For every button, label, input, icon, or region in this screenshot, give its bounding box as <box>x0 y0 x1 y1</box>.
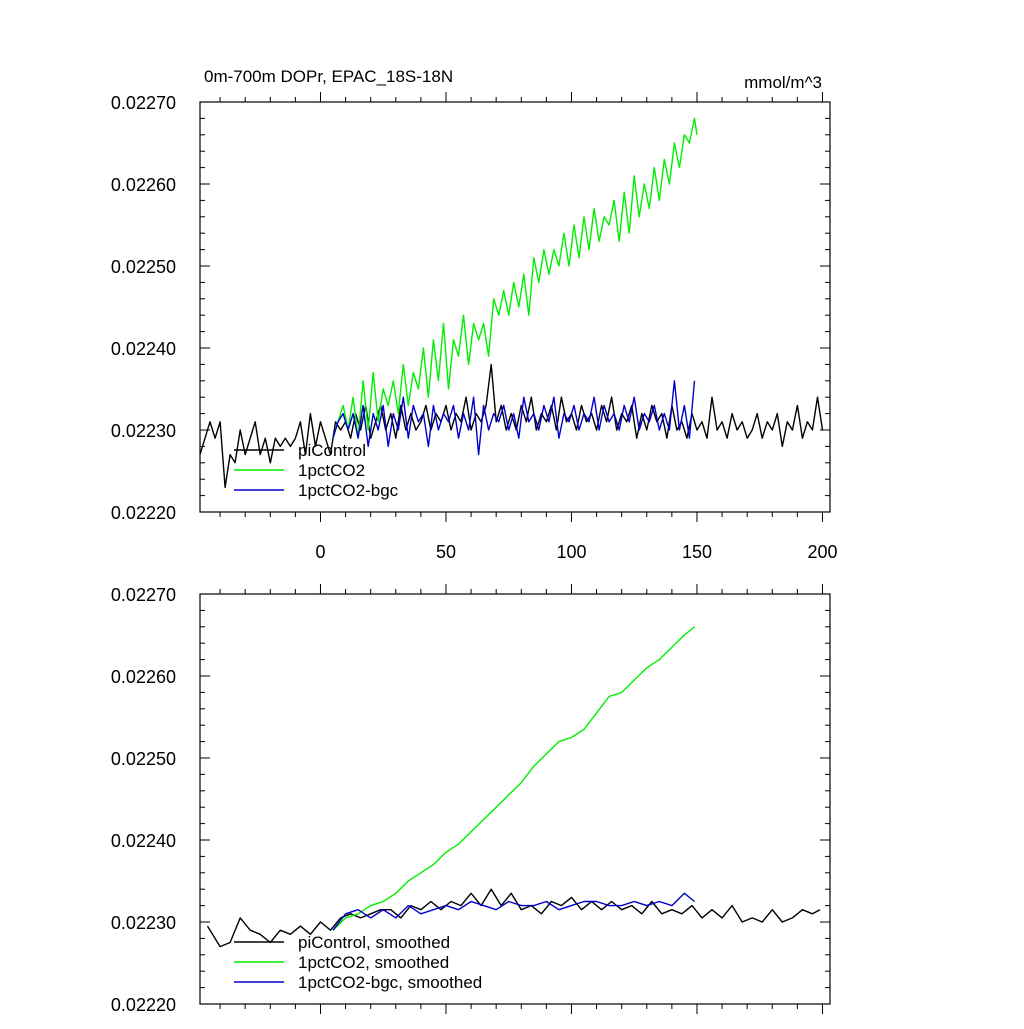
plot-frame <box>199 101 831 513</box>
y-tick-label: 0.02260 <box>111 667 176 687</box>
series-line-1pctco2 <box>332 117 698 439</box>
y-tick-label: 0.02260 <box>111 175 176 195</box>
y-tick-label: 0.02220 <box>111 995 176 1015</box>
legend-label: 1pctCO2-bgc, smoothed <box>298 973 482 992</box>
y-tick-label: 0.02220 <box>111 503 176 523</box>
legend-label: 1pctCO2 <box>298 461 365 480</box>
y-tick-label: 0.02270 <box>111 585 176 605</box>
series-line-picontrol <box>199 363 824 489</box>
y-tick-label: 0.02250 <box>111 257 176 277</box>
y-tick-label: 0.02240 <box>111 339 176 359</box>
series-line-picontrol-smoothed <box>206 888 821 948</box>
x-tick-label: 50 <box>436 542 456 562</box>
legend-label: piControl <box>298 441 366 460</box>
x-tick-label: 200 <box>807 542 837 562</box>
legend-label: 1pctCO2-bgc <box>298 481 399 500</box>
series-line-1pctco2-smoothed <box>332 626 695 931</box>
y-tick-label: 0.02270 <box>111 93 176 113</box>
legend-label: 1pctCO2, smoothed <box>298 953 449 972</box>
top-panel-raw: 0.02220 0.02230 0.02240 0.02250 0.02260 0.022… <box>111 67 838 562</box>
series-line-1pctco2-bgc <box>332 380 696 456</box>
x-tick-label: 150 <box>682 542 712 562</box>
chart-title: 0m-700m DOPr, EPAC_18S-18N <box>204 67 453 86</box>
legend-label: piControl, smoothed <box>298 933 450 952</box>
y-tick-label: 0.02230 <box>111 913 176 933</box>
y-tick-label: 0.02240 <box>111 831 176 851</box>
units-label: mmol/m^3 <box>744 73 822 92</box>
plot-frame <box>199 593 831 1005</box>
bottom-panel-smoothed: 0.02220 0.02230 0.02240 0.02250 0.02260 0.022… <box>111 584 831 1015</box>
y-tick-label: 0.02250 <box>111 749 176 769</box>
x-tick-label: 100 <box>556 542 586 562</box>
x-tick-label: 0 <box>315 542 325 562</box>
series-line-1pctco2-bgc-smoothed <box>332 892 695 931</box>
y-tick-label: 0.02230 <box>111 421 176 441</box>
